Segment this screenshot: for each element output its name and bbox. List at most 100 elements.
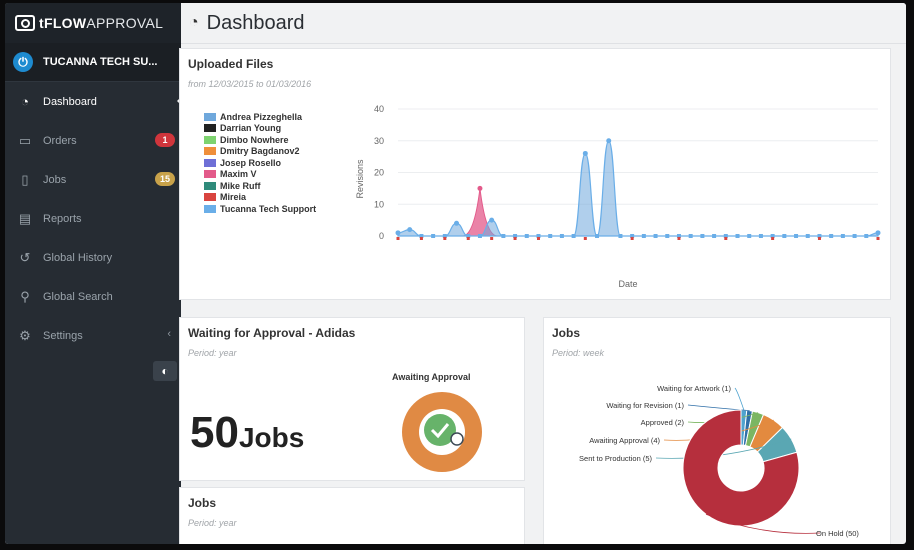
search-icon: ⚲ [20,288,30,304]
data-point [407,227,413,233]
data-point [395,230,401,236]
legend-label: Darrian Young [220,123,282,134]
panel-period: Period: week [552,348,605,358]
slice-label: On Hold (50) [816,529,859,538]
data-point [559,234,564,238]
legend-item[interactable]: Mike Ruff [204,180,316,192]
data-point [618,234,623,238]
data-point [477,185,483,191]
legend-label: Andrea Pizzeghella [220,111,303,122]
brand-logo[interactable]: tFLOW APPROVAL [5,3,181,43]
sidebar-item-global-history[interactable]: ↺ Global History [5,238,181,277]
uploaded-files-panel: Uploaded Files from 12/03/2015 to 01/03/… [179,48,891,300]
sidebar-item-jobs[interactable]: ▯ Jobs 15 [5,160,181,199]
legend-item[interactable]: Tucanna Tech Support [204,203,316,215]
legend-label: Josep Rosello [220,157,282,168]
gears-icon: ⚙ [19,327,31,343]
legend-item[interactable]: Josep Rosello [204,157,316,169]
clock-icon [450,432,464,446]
slice-label: Waiting for Revision (1) [606,401,684,410]
data-point [419,237,423,240]
collapse-sidebar-button[interactable]: ◐ [153,361,177,381]
report-icon: ▤ [18,210,32,226]
panel-title: Waiting for Approval - Adidas [188,326,356,340]
gauge-icon: ◔ [189,14,199,31]
data-point [817,234,822,238]
slice-label: Waiting for Artwork (1) [657,384,731,393]
legend-item[interactable]: Mireia [204,192,316,204]
sidebar-item-settings[interactable]: ⚙ Settings ‹ [5,316,181,355]
data-point [817,237,821,240]
account-name: TUCANNA TECH SU... [43,56,158,68]
sidebar-item-label: Reports [43,212,82,225]
legend-label: Mike Ruff [220,180,261,191]
data-point [396,237,400,240]
legend-item[interactable]: Darrian Young [204,123,316,135]
data-point [571,234,576,238]
jobs-week-panel: Jobs Period: week Waiting for Artwork (1… [543,317,891,544]
legend-label: Tucanna Tech Support [220,203,317,214]
y-axis-label: Revisions [355,159,365,199]
check-icon [430,423,450,439]
account-switcher[interactable]: ⏻ TUCANNA TECH SU... [5,43,181,82]
data-point [653,234,658,238]
leader-line [734,387,745,411]
legend-swatch [204,181,216,190]
data-point [466,237,470,240]
legend-item[interactable]: Dimbo Nowhere [204,134,316,146]
sidebar-item-global-search[interactable]: ⚲ Global Search [5,277,181,316]
sidebar-item-reports[interactable]: ▤ Reports [5,199,181,238]
sidebar-item-orders[interactable]: ▭ Orders 1 [5,121,181,160]
data-point [723,234,728,238]
folder-icon: ▭ [18,132,32,148]
sidebar-item-label: Global Search [43,290,113,303]
legend-swatch [204,112,216,121]
data-point [582,150,588,156]
legend-swatch [204,204,216,213]
camera-icon [15,15,35,31]
check-circle-icon [424,414,456,446]
x-axis-label: Date [618,279,637,289]
brand-bold: tFLOW [39,15,87,31]
data-point [641,234,646,238]
waiting-approval-panel: Waiting for Approval - Adidas Period: ye… [179,317,525,481]
legend-swatch [204,170,216,179]
data-point [677,237,681,240]
sidebar-item-dashboard[interactable]: ◔ Dashboard [5,82,182,121]
slice-label: Approved (2) [641,418,685,427]
jobs-count-unit: Jobs [238,422,305,453]
donut-slice [682,409,800,527]
data-point [735,234,740,238]
sidebar: tFLOW APPROVAL ⏻ TUCANNA TECH SU... ◔ Dash… [5,3,182,544]
data-point [477,234,482,238]
panel-period: Period: year [188,348,237,358]
data-point [548,234,553,238]
legend-label: Dimbo Nowhere [220,134,289,145]
awaiting-donut [402,392,482,472]
data-point [630,237,634,240]
series-area-tucanna [397,140,879,237]
data-point [513,234,518,238]
data-point [419,234,424,238]
history-icon: ↺ [19,249,31,265]
jobs-count-value: 50 [190,408,239,457]
data-point [688,234,693,238]
legend-label: Dmitry Bagdanov2 [220,146,300,157]
data-point [794,234,799,238]
data-point [630,234,635,238]
data-point [466,234,471,238]
legend-item[interactable]: Dmitry Bagdanov2 [204,146,316,158]
legend-item[interactable]: Maxim V [204,169,316,181]
panel-title: Jobs [188,496,217,510]
data-point [443,237,447,240]
data-point [513,237,517,240]
sidebar-item-label: Dashboard [43,95,97,108]
uploaded-files-chart: 0 10 20 30 40 Revisions Date [355,104,881,289]
data-point [595,234,600,238]
legend-item[interactable]: Andrea Pizzeghella [204,111,316,123]
power-icon: ⏻ [13,52,33,72]
leader-line [705,513,821,534]
data-point [840,234,845,238]
data-point [489,217,495,223]
count-badge: 15 [155,172,175,186]
